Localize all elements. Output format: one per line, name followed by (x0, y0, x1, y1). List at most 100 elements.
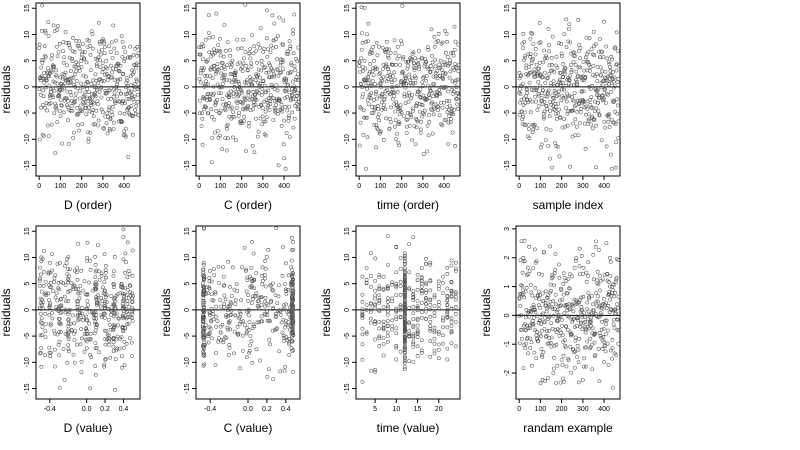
data-point (524, 307, 529, 312)
data-point (420, 80, 425, 85)
data-point (202, 274, 206, 278)
data-point (275, 68, 280, 72)
data-point (532, 67, 537, 72)
data-point (535, 294, 540, 298)
data-point (202, 285, 207, 289)
data-point (531, 323, 535, 328)
data-point (365, 32, 369, 37)
data-point (525, 323, 530, 328)
data-point (104, 72, 109, 76)
data-point (589, 294, 594, 298)
data-point (436, 286, 441, 291)
data-point (268, 75, 272, 80)
data-point (93, 283, 98, 288)
data-point (552, 307, 557, 312)
data-point (40, 29, 44, 33)
data-point (209, 54, 213, 59)
x-tick-label: 0 (517, 406, 521, 413)
data-point (122, 111, 127, 116)
data-point (245, 326, 249, 330)
data-point (248, 285, 253, 289)
data-point (409, 96, 413, 101)
data-point (263, 266, 268, 271)
data-point (88, 386, 92, 391)
data-point (424, 309, 428, 314)
data-point (432, 328, 437, 333)
data-point (574, 259, 578, 263)
data-point (597, 95, 602, 100)
x-axis-label: time (order) (377, 198, 439, 212)
data-point (71, 130, 76, 135)
data-point (249, 65, 254, 69)
data-point (48, 323, 53, 328)
data-point (523, 315, 528, 320)
data-point (377, 334, 382, 339)
data-point (364, 166, 368, 171)
data-point (398, 303, 403, 308)
data-point (51, 289, 55, 293)
data-point (559, 357, 564, 362)
data-point (109, 308, 113, 313)
y-axis-label: residuals (0, 65, 13, 113)
data-point (278, 309, 282, 314)
data-point (436, 284, 441, 288)
data-point (545, 107, 549, 112)
data-point (394, 284, 399, 288)
data-point (136, 92, 140, 97)
data-point (453, 144, 457, 148)
data-point (272, 72, 276, 77)
data-point (575, 302, 579, 306)
data-point (70, 59, 75, 63)
data-point (122, 45, 126, 50)
data-point (245, 330, 249, 334)
data-point (398, 256, 403, 260)
data-point (607, 280, 611, 284)
data-point (407, 242, 411, 247)
data-point (437, 88, 442, 92)
data-point (111, 344, 116, 349)
data-point (369, 368, 373, 373)
data-point (574, 69, 579, 74)
data-point (445, 357, 450, 362)
scatter-points (360, 234, 458, 384)
data-point (256, 129, 261, 134)
data-point (415, 288, 420, 292)
data-point (79, 311, 84, 316)
data-point (80, 85, 85, 90)
data-point (66, 324, 71, 328)
data-point (57, 93, 62, 97)
data-point (594, 239, 598, 244)
data-point (537, 66, 541, 71)
data-point (201, 284, 206, 289)
data-point (397, 121, 402, 126)
data-point (436, 329, 441, 334)
data-point (534, 333, 539, 338)
data-point (579, 107, 583, 111)
data-point (368, 62, 373, 66)
data-point (440, 105, 445, 110)
data-point (393, 118, 398, 122)
data-point (402, 354, 407, 359)
data-point (112, 91, 117, 96)
data-point (425, 149, 429, 154)
data-point (281, 303, 286, 308)
data-point (546, 341, 551, 346)
y-tick-label: 5 (24, 59, 31, 63)
data-point (424, 262, 428, 266)
data-point (419, 316, 424, 320)
data-point (49, 122, 54, 127)
data-point (268, 50, 273, 55)
data-point (277, 283, 281, 288)
y-tick-label: 0 (504, 85, 511, 89)
data-point (614, 277, 618, 282)
data-point (389, 105, 393, 110)
data-point (241, 100, 245, 105)
data-point (520, 270, 525, 275)
data-point (539, 96, 544, 101)
data-point (611, 98, 615, 103)
data-point (273, 293, 278, 298)
data-point (589, 320, 593, 324)
data-point (370, 83, 374, 88)
data-point (223, 108, 228, 113)
